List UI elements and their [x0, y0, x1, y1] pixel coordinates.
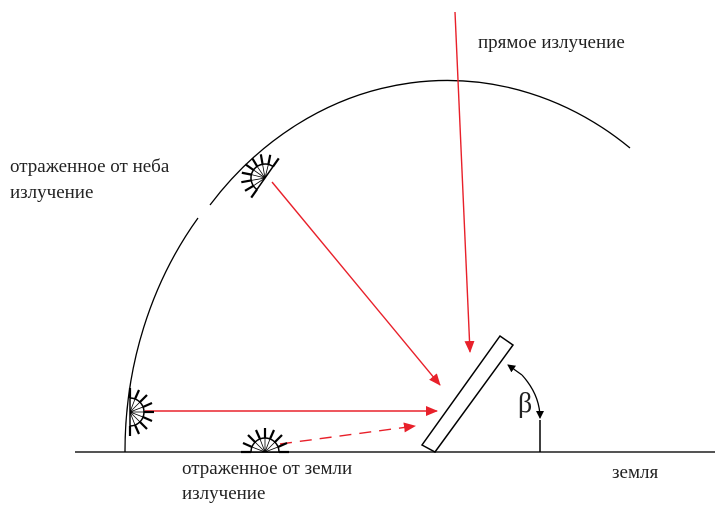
angle-arc-tip [507, 364, 523, 376]
ground-source [239, 426, 291, 454]
horizon-source [128, 386, 156, 438]
sky-ray [271, 181, 441, 386]
sky-label: отраженное от неба [10, 156, 170, 177]
ground-label: излучение [182, 483, 265, 504]
ground-ray [279, 422, 416, 445]
sky-label: излучение [10, 182, 93, 203]
direct-label: прямое излучение [478, 32, 625, 53]
angle-arc [521, 374, 544, 419]
earth-label: земля [612, 462, 658, 483]
ground-label: отраженное от земли [182, 458, 352, 479]
sky-dome [124, 79, 631, 453]
angle-label: β [518, 388, 532, 419]
panel [420, 334, 515, 453]
direct-ray [454, 11, 475, 353]
